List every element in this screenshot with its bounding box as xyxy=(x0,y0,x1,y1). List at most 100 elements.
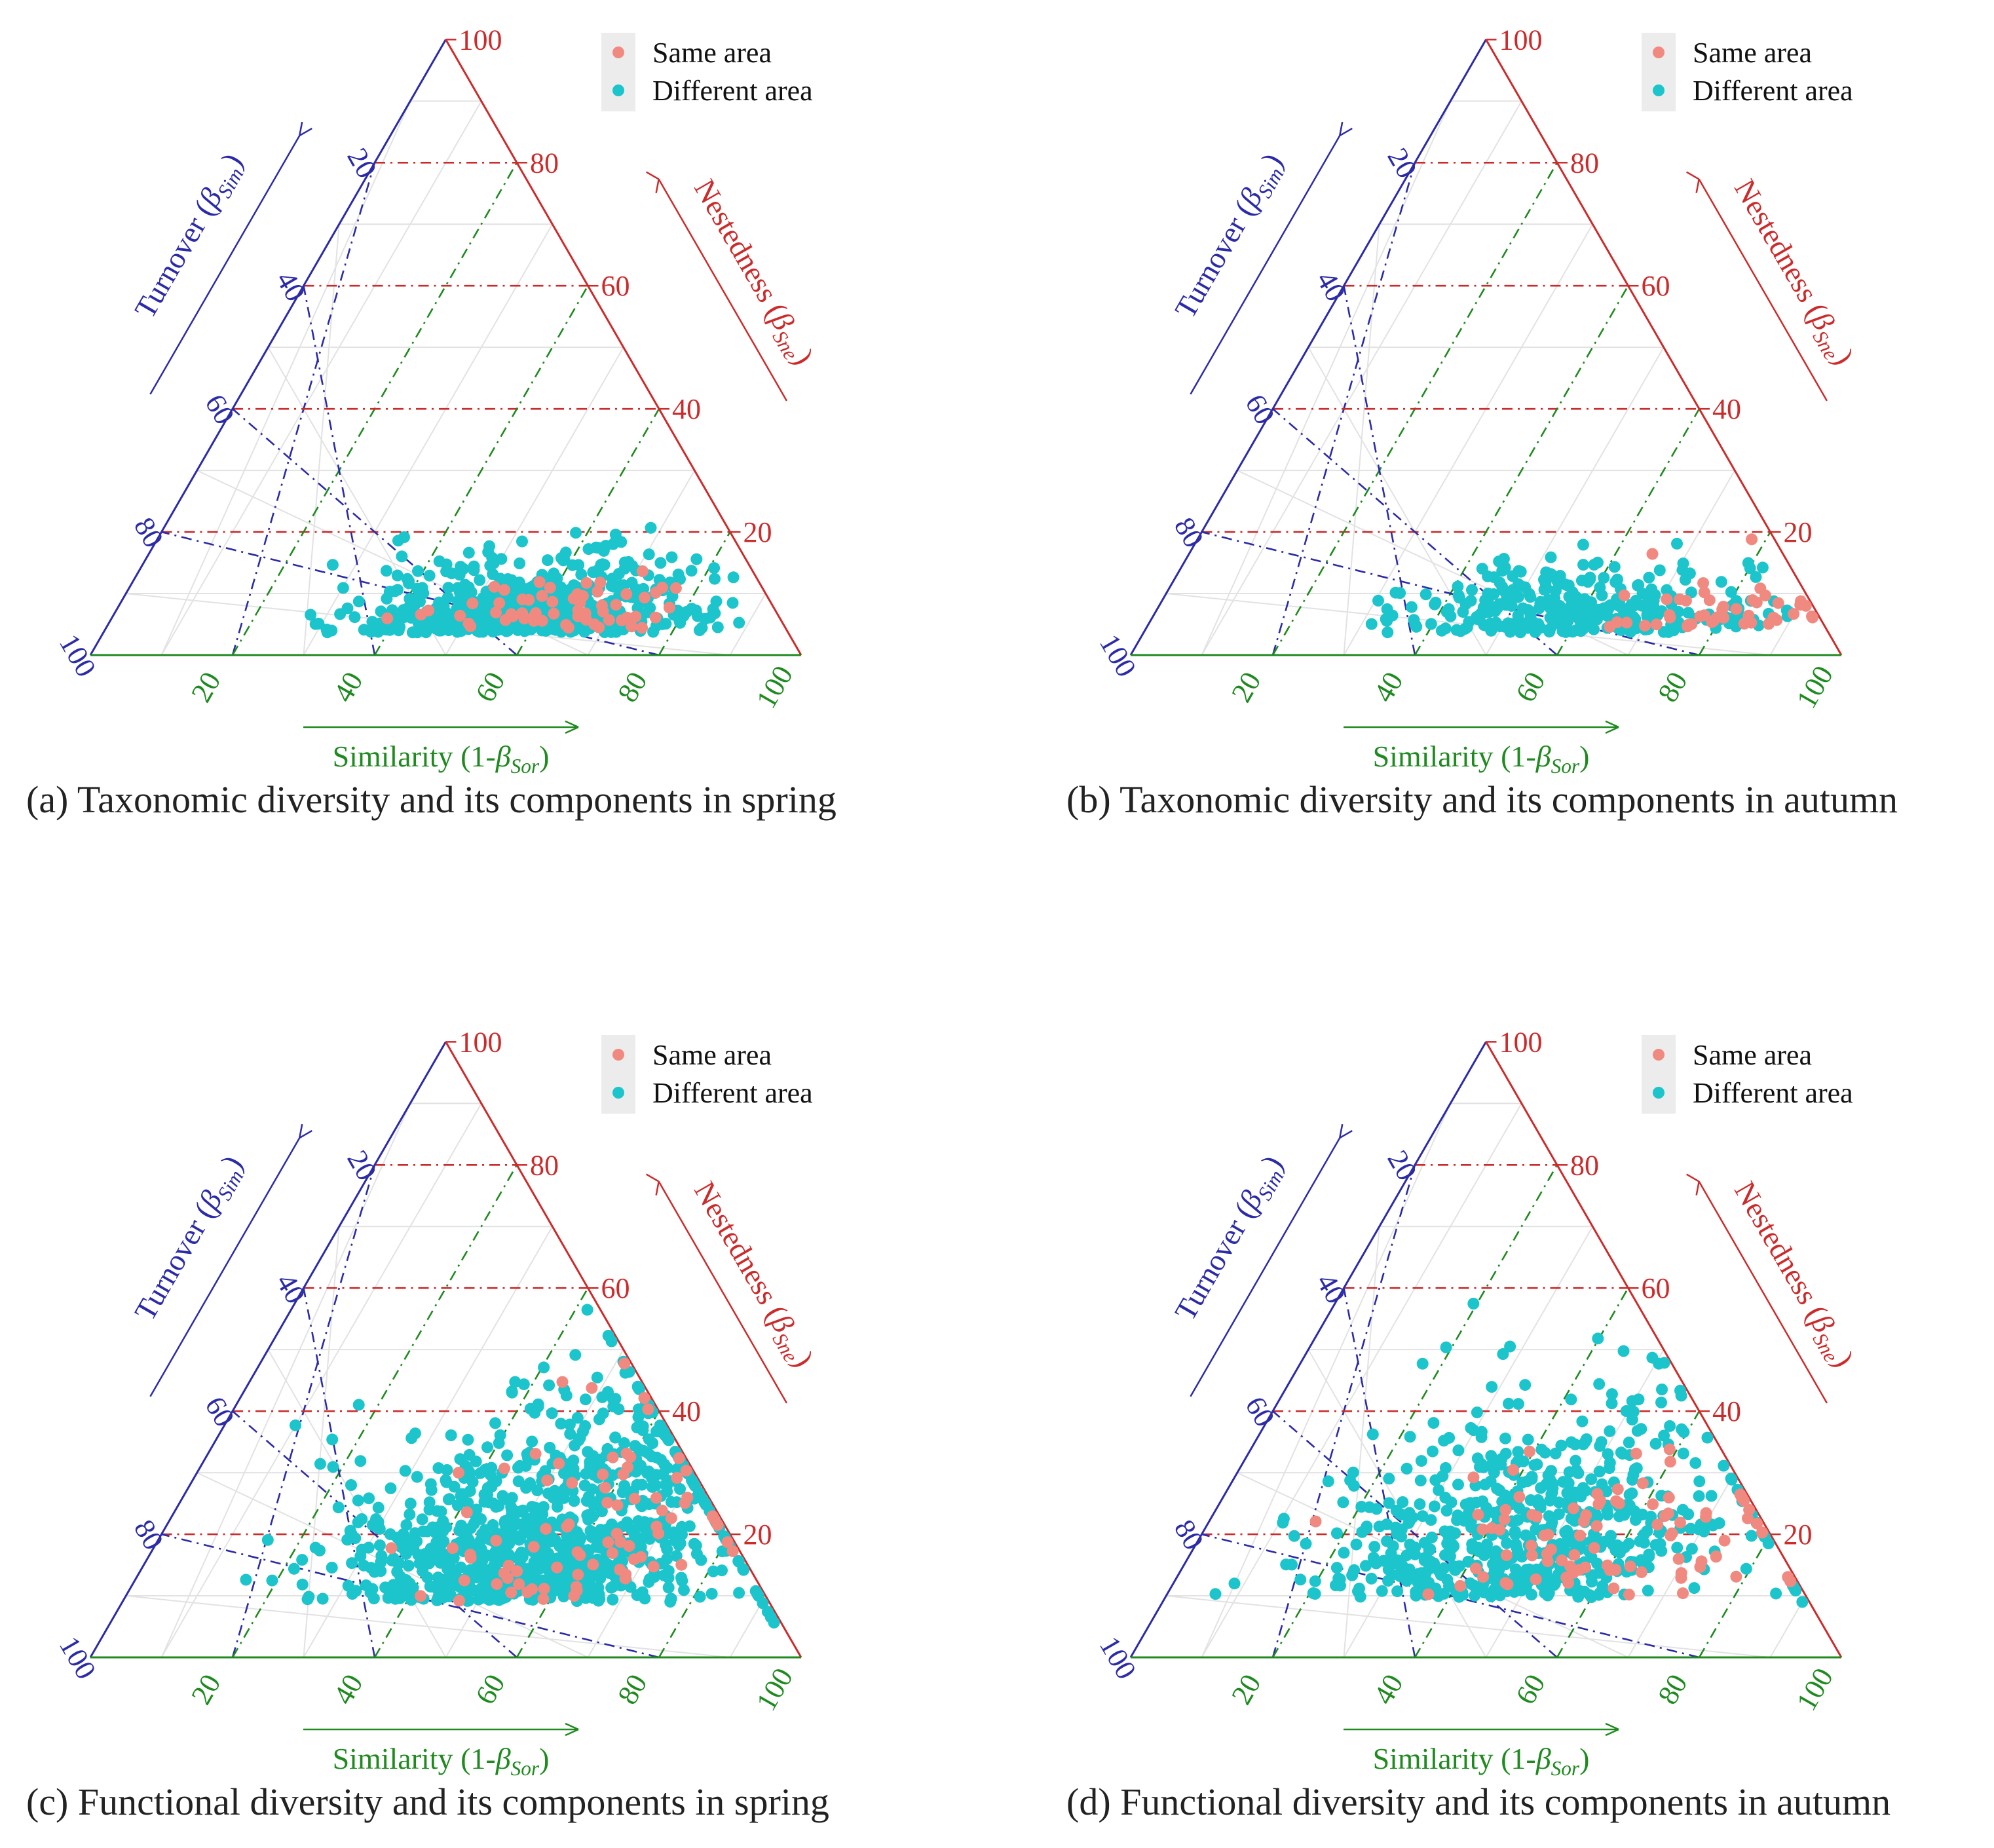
different-area-point xyxy=(571,1412,584,1424)
different-area-point xyxy=(676,1575,688,1587)
different-area-point xyxy=(1405,601,1418,613)
different-area-point xyxy=(733,616,745,629)
same-area-point xyxy=(726,1545,739,1557)
different-area-point xyxy=(1552,1508,1565,1520)
same-area-point xyxy=(415,1590,427,1602)
different-area-point xyxy=(451,1499,464,1512)
similarity-tick-label: 20 xyxy=(185,666,227,707)
same-area-point xyxy=(541,1474,554,1486)
different-area-point xyxy=(1406,1511,1419,1524)
different-area-point xyxy=(575,569,588,580)
legend-different-label: Different area xyxy=(1693,1077,1853,1109)
turnover-tick-label: 80 xyxy=(1168,512,1210,554)
different-area-point xyxy=(1512,1398,1524,1410)
same-area-point xyxy=(650,586,662,599)
different-area-point xyxy=(326,559,339,571)
same-area-point xyxy=(1635,1566,1647,1578)
same-area-point xyxy=(574,597,586,609)
different-area-point xyxy=(1689,1457,1702,1469)
different-area-point xyxy=(1508,622,1520,635)
same-area-point xyxy=(1486,1522,1498,1534)
different-area-point xyxy=(404,1508,416,1520)
different-area-point xyxy=(1488,1466,1500,1479)
different-area-point xyxy=(1750,571,1762,583)
scatter-points xyxy=(305,521,745,639)
different-area-point xyxy=(1425,618,1437,630)
different-area-point xyxy=(1376,1585,1388,1597)
nestedness-tick-label: 40 xyxy=(1712,393,1741,425)
different-area-point xyxy=(1534,595,1547,608)
different-area-point xyxy=(1598,572,1610,584)
same-area-point xyxy=(642,1403,654,1416)
different-area-point xyxy=(514,557,526,569)
different-area-point xyxy=(1448,1540,1460,1552)
different-area-point xyxy=(1423,1544,1435,1556)
different-area-point xyxy=(1394,1570,1406,1583)
same-area-point xyxy=(1499,1577,1512,1589)
different-area-point xyxy=(1438,1587,1450,1600)
same-area-point xyxy=(1675,1567,1687,1579)
different-area-point xyxy=(296,1578,309,1591)
same-area-point xyxy=(464,620,477,632)
turnover-title-prefix: Turnover ( xyxy=(1168,196,1261,324)
different-area-point xyxy=(1382,1563,1395,1575)
different-area-point xyxy=(657,1468,669,1480)
similarity-title-prefix: Similarity (1- xyxy=(1373,740,1536,773)
same-area-point xyxy=(1621,616,1633,629)
different-area-point xyxy=(1503,1397,1514,1410)
different-area-point xyxy=(660,618,672,630)
turnover-arrow xyxy=(1190,135,1341,395)
different-area-point xyxy=(457,563,470,575)
different-area-point xyxy=(584,1524,597,1537)
different-area-point xyxy=(410,594,423,607)
same-area-point xyxy=(594,576,607,589)
turnover-gridline xyxy=(232,1410,517,1658)
turnover-tick-label: 20 xyxy=(1381,143,1423,184)
legend-different-marker xyxy=(1653,85,1665,96)
similarity-title-suffix: ) xyxy=(1579,740,1589,773)
axis-titles: Similarity (1-βSor) Turnover (βSim) Nested… xyxy=(1168,121,1861,778)
different-area-point xyxy=(1499,1432,1511,1444)
different-area-point xyxy=(1428,1557,1440,1570)
same-area-point xyxy=(1556,1554,1568,1566)
different-area-point xyxy=(1643,571,1655,584)
nestedness-axis-line xyxy=(445,39,802,656)
different-area-point xyxy=(1608,561,1621,573)
different-area-point xyxy=(1705,1490,1718,1502)
nestedness-tick-label: 100 xyxy=(459,1026,502,1058)
different-area-point xyxy=(396,550,408,563)
same-area-point xyxy=(1647,1498,1659,1511)
different-area-point xyxy=(1404,1568,1417,1581)
different-area-point xyxy=(240,1574,252,1586)
different-area-point xyxy=(716,1545,728,1558)
different-area-point xyxy=(644,601,656,614)
different-area-point xyxy=(1523,588,1535,600)
different-area-point xyxy=(384,1528,396,1540)
same-area-point xyxy=(1697,577,1710,590)
different-area-point xyxy=(1344,1474,1357,1486)
same-area-point xyxy=(1663,1443,1676,1456)
different-area-point xyxy=(1367,1551,1380,1564)
different-area-point xyxy=(1613,1510,1625,1522)
different-area-point xyxy=(455,1490,467,1502)
different-area-point xyxy=(1337,1496,1349,1509)
different-area-point xyxy=(1482,621,1495,633)
different-area-point xyxy=(633,1382,645,1395)
different-area-point xyxy=(661,1527,673,1539)
turnover-gridline xyxy=(1272,1410,1558,1658)
different-area-point xyxy=(626,576,638,589)
different-area-point xyxy=(568,1495,580,1507)
same-area-point xyxy=(1507,1463,1519,1476)
panel-d: 202020404040606060808080100100100Similar… xyxy=(1066,1026,1891,1823)
different-area-point xyxy=(1439,622,1452,635)
legend-key-background xyxy=(601,1035,635,1114)
different-area-point xyxy=(1433,1566,1446,1578)
similarity-tick-label: 100 xyxy=(1790,660,1839,714)
different-area-point xyxy=(345,1479,357,1491)
turnover-tick-label: 80 xyxy=(128,512,170,554)
different-area-point xyxy=(407,1581,419,1594)
different-area-point xyxy=(398,531,410,543)
same-area-point xyxy=(1623,1589,1635,1601)
different-area-point xyxy=(1482,594,1494,606)
same-area-point xyxy=(1639,620,1651,632)
